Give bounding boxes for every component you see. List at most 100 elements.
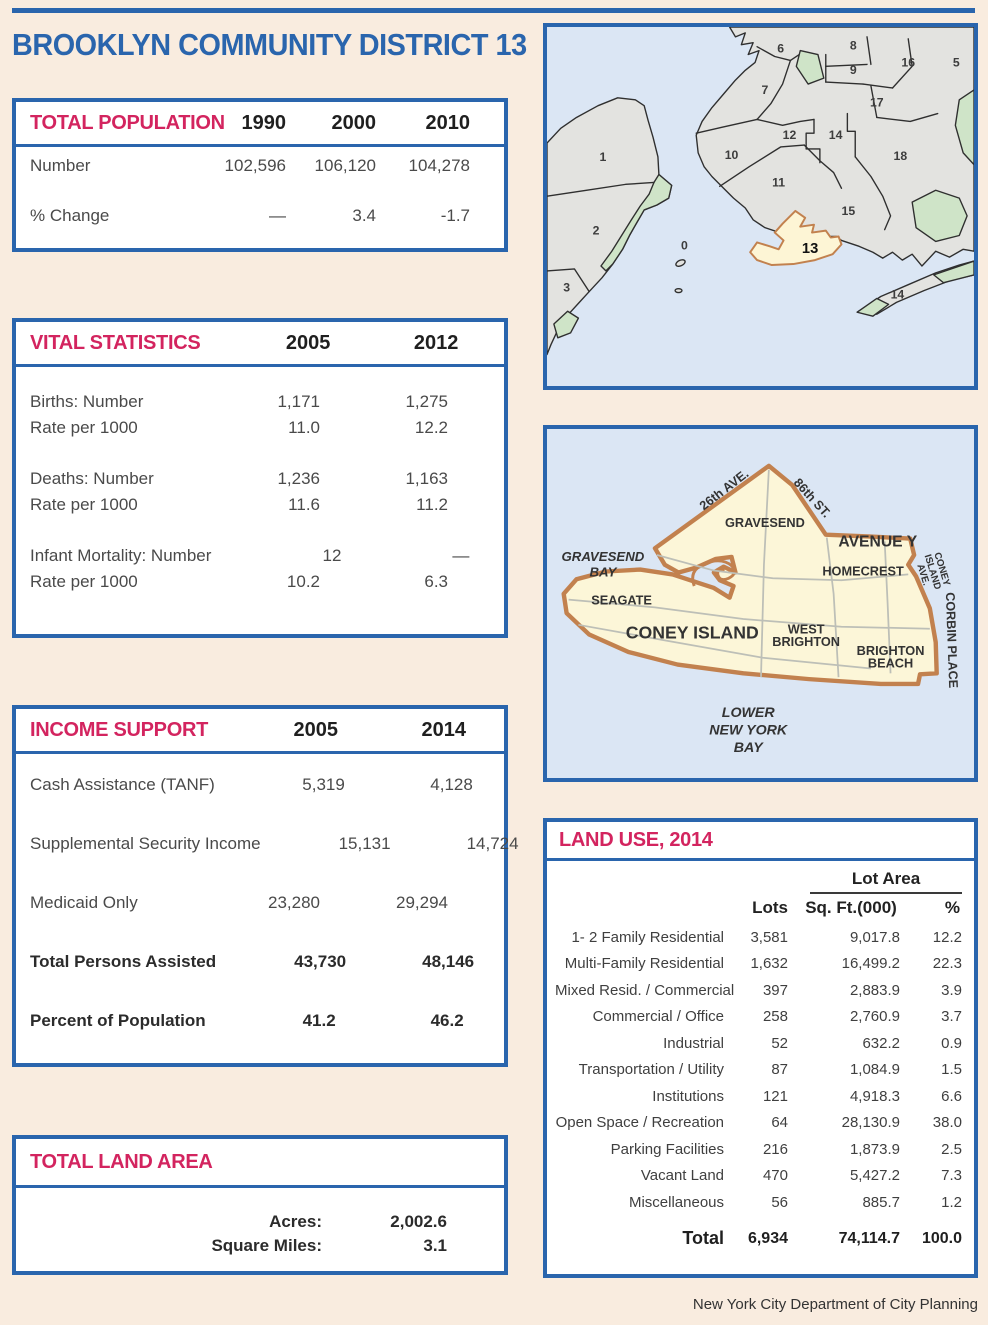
total-land-area-table: TOTAL LAND AREA Acres: 2,002.6 Square Mi… xyxy=(12,1135,508,1275)
district-map-svg: 26th AVE. 86th ST. AVENUE Y CONEY ISLAND… xyxy=(547,429,974,778)
column-year: 2005 xyxy=(293,719,339,741)
district-label: 17 xyxy=(870,96,884,110)
total-population-body: Number 102,596 106,120 104,278 % Change … xyxy=(16,147,504,226)
income-support-heading: INCOME SUPPORT xyxy=(30,719,209,741)
table-row: Acres: 2,002.6 xyxy=(269,1212,447,1231)
district-13-highlight xyxy=(749,209,843,267)
table-row-percent: Percent of Population 41.2 46.2 xyxy=(30,1011,464,1030)
land-use-column-headers: Lots Sq. Ft.(000) % xyxy=(547,898,974,918)
street-label-corbin-place: CORBIN PLACE xyxy=(943,592,960,688)
table-row-total: Total Persons Assisted 43,730 48,146 xyxy=(30,952,475,971)
table-row: Number 102,596 106,120 104,278 xyxy=(30,156,470,175)
income-support-table: INCOME SUPPORT 2005 2014 Cash Assistance… xyxy=(12,705,519,1069)
marine-park xyxy=(911,189,968,243)
land-use-header: LAND USE, 2014 xyxy=(547,822,974,861)
column-year: 2012 xyxy=(413,332,459,354)
column-year: 2010 xyxy=(425,112,471,134)
column-year: 2014 xyxy=(421,719,467,741)
district-label: 11 xyxy=(772,175,785,189)
district-label: 7 xyxy=(762,83,769,97)
total-population-table: TOTAL POPULATION 1990 2000 2010 Number 1… xyxy=(12,98,508,252)
district-label: 3 xyxy=(563,281,570,295)
district-label: 14 xyxy=(829,128,843,142)
table-row: Infant Mortality: Number 12 — xyxy=(30,546,470,565)
land-use-heading: LAND USE, 2014 xyxy=(559,829,713,851)
income-support-header: INCOME SUPPORT 2005 2014 xyxy=(16,709,504,754)
district-13-label: 13 xyxy=(802,241,818,257)
total-population-heading: TOTAL POPULATION xyxy=(30,112,225,134)
park-east-edge xyxy=(954,89,974,166)
table-row: Industrial 52 632.2 0.9 xyxy=(663,1034,962,1052)
district-label: 18 xyxy=(894,149,908,163)
water-label-lower-new-york-bay: LOWER NEW YORK BAY xyxy=(709,704,789,755)
district-label: 6 xyxy=(777,42,784,56)
table-row: Parking Facilities 216 1,873.9 2.5 xyxy=(610,1140,962,1158)
district-label: 12 xyxy=(783,128,797,142)
deaths-group: Deaths: Number 1,236 1,163 Rate per 1000… xyxy=(16,466,504,518)
rockaway-park-west xyxy=(856,297,890,317)
column-lots: Lots xyxy=(752,898,788,917)
table-row: Square Miles: 3.1 xyxy=(211,1236,447,1255)
vital-statistics-header: VITAL STATISTICS 2005 2012 xyxy=(16,322,504,367)
water-label-gravesend-bay: GRAVESEND BAY xyxy=(562,549,645,579)
street-lines xyxy=(568,469,930,678)
district-13-detail-map: 26th AVE. 86th ST. AVENUE Y CONEY ISLAND… xyxy=(543,425,978,782)
infant-mortality-group: Infant Mortality: Number 12 — Rate per 1… xyxy=(16,543,504,595)
table-row: Births: Number 1,171 1,275 xyxy=(30,392,448,411)
table-row: Rate per 1000 10.2 6.3 xyxy=(30,572,448,591)
vital-statistics-heading: VITAL STATISTICS xyxy=(30,332,201,354)
table-row: Medicaid Only 23,280 29,294 xyxy=(30,893,448,912)
land-use-table: LAND USE, 2014 Lot Area Lots Sq. Ft.(000… xyxy=(543,818,978,1278)
table-row: Commercial / Office 258 2,760.9 3.7 xyxy=(592,1008,962,1026)
district-label: 5 xyxy=(953,55,960,69)
table-row: Miscellaneous 56 885.7 1.2 xyxy=(628,1193,962,1211)
land-use-group-header: Lot Area xyxy=(547,869,974,894)
street-label-coney-island-ave: CONEY ISLAND AVE. xyxy=(914,551,952,591)
svg-text:BRIGHTON: BRIGHTON xyxy=(857,644,925,658)
borough-locator-map: 1 2 3 0 6 7 8 9 16 5 17 12 14 10 18 11 1… xyxy=(543,23,978,390)
island xyxy=(675,259,686,267)
table-row: % Change — 3.4 -1.7 xyxy=(30,206,470,225)
district-borders xyxy=(695,36,939,231)
total-land-area-header: TOTAL LAND AREA xyxy=(16,1139,504,1188)
top-rule xyxy=(12,8,975,13)
svg-text:NEW YORK: NEW YORK xyxy=(709,721,789,737)
svg-text:BRIGHTON: BRIGHTON xyxy=(772,635,840,649)
district-label: 15 xyxy=(842,204,856,218)
svg-text:BAY: BAY xyxy=(734,739,765,755)
table-row: Vacant Land 470 5,427.2 7.3 xyxy=(640,1167,962,1185)
brooklyn-landmass xyxy=(695,27,974,267)
column-sqft: Sq. Ft.(000) xyxy=(805,898,897,917)
table-row: Rate per 1000 11.6 11.2 xyxy=(30,495,448,514)
land-use-rows: 1- 2 Family Residential 3,581 9,017.8 12… xyxy=(547,924,974,1216)
svg-text:BEACH: BEACH xyxy=(868,657,913,671)
district-border xyxy=(547,181,655,197)
staten-island-park xyxy=(600,173,673,272)
total-population-header: TOTAL POPULATION 1990 2000 2010 xyxy=(16,102,504,147)
total-land-area-heading: TOTAL LAND AREA xyxy=(30,1151,213,1173)
locator-map-svg: 1 2 3 0 6 7 8 9 16 5 17 12 14 10 18 11 1… xyxy=(547,27,974,386)
neighborhood-west-brighton: WEST BRIGHTON xyxy=(772,623,840,650)
district-numbers: 1 2 3 0 6 7 8 9 16 5 17 12 14 10 18 11 1… xyxy=(563,39,960,302)
svg-text:WEST: WEST xyxy=(788,623,825,637)
district-label: 0 xyxy=(681,238,688,252)
table-row: Institutions 121 4,918.3 6.6 xyxy=(652,1087,962,1105)
column-percent: % xyxy=(944,898,960,917)
column-year: 1990 xyxy=(241,112,287,134)
table-row: Rate per 1000 11.0 12.2 xyxy=(30,418,448,437)
svg-text:BAY: BAY xyxy=(589,564,617,579)
neighborhood-gravesend: GRAVESEND xyxy=(725,516,805,530)
table-row: Multi-Family Residential 1,632 16,499.2 … xyxy=(564,955,962,973)
neighborhood-coney-island: CONEY ISLAND xyxy=(626,623,759,643)
agency-credit: New York City Department of City Plannin… xyxy=(692,1296,978,1313)
neighborhood-seagate: SEAGATE xyxy=(591,594,652,608)
page-title: BROOKLYN COMMUNITY DISTRICT 13 xyxy=(12,27,527,62)
svg-text:GRAVESEND: GRAVESEND xyxy=(562,549,645,564)
district-label: 1 xyxy=(600,150,607,164)
staten-island-park-south xyxy=(553,310,580,339)
total-land-area-body: Acres: 2,002.6 Square Miles: 3.1 xyxy=(16,1188,504,1258)
table-row: Deaths: Number 1,236 1,163 xyxy=(30,469,448,488)
land-use-total-row: Total 6,934 74,114.7 100.0 xyxy=(682,1228,962,1248)
income-support-body: Cash Assistance (TANF) 5,319 4,128 Suppl… xyxy=(16,754,519,1069)
